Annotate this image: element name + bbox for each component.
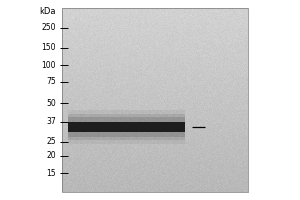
Text: 75: 75	[46, 77, 56, 86]
Text: 20: 20	[46, 152, 56, 160]
Bar	[62, 8, 248, 192]
Bar	[68, 110, 185, 144]
Text: 150: 150	[41, 44, 56, 52]
Bar	[68, 122, 185, 132]
Bar	[68, 117, 185, 137]
Text: kDa: kDa	[40, 7, 56, 17]
Text: 50: 50	[46, 98, 56, 108]
Text: 37: 37	[46, 117, 56, 127]
Text: 100: 100	[41, 60, 56, 70]
Bar	[68, 114, 185, 140]
Text: 25: 25	[46, 138, 56, 146]
Text: 15: 15	[46, 168, 56, 178]
Text: 250: 250	[41, 23, 56, 32]
